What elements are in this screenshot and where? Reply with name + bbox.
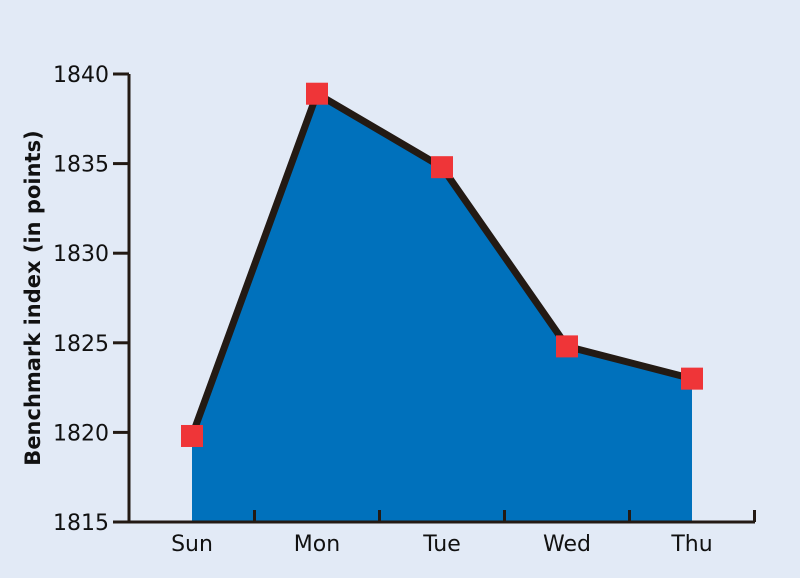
plot-area: [181, 82, 703, 522]
data-point-thu: [681, 367, 703, 390]
x-tick-label-tue: Tue: [422, 532, 461, 557]
y-tick-label-1840: 1840: [53, 63, 109, 88]
y-tick-label-1815: 1815: [53, 511, 109, 536]
y-tick-label-1820: 1820: [53, 421, 109, 446]
y-tick-label-1830: 1830: [53, 242, 109, 267]
x-tick-label-wed: Wed: [543, 532, 591, 557]
tick-labels: 1815 1820 1825 1830 1835 1840 Sun Mon Tue Wed Thu: [53, 63, 713, 557]
x-tick-label-mon: Mon: [294, 532, 340, 557]
data-point-mon: [306, 82, 328, 105]
x-tick-label-thu: Thu: [670, 532, 712, 557]
y-tick-label-1825: 1825: [53, 332, 109, 357]
x-tick-label-sun: Sun: [171, 532, 213, 557]
y-axis-title: Benchmark index (in points): [21, 130, 45, 465]
axes: [113, 72, 756, 524]
data-point-tue: [431, 156, 453, 179]
area-fill: [192, 93, 692, 522]
data-point-sun: [181, 424, 203, 447]
data-point-wed: [556, 335, 578, 358]
y-tick-label-1835: 1835: [53, 153, 109, 178]
